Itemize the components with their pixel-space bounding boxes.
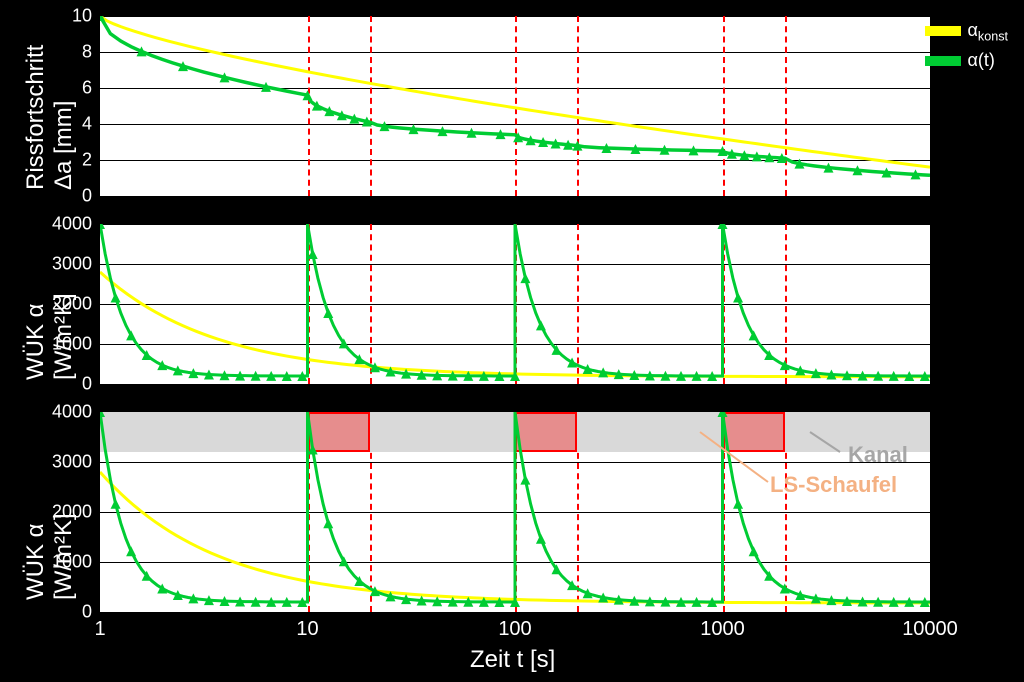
chart-stage: RissfortschrittΔa [mm] WÜK α[W/m²K] WÜK … bbox=[0, 0, 1024, 682]
xtick: 10000 bbox=[902, 618, 958, 641]
xtick: 10 bbox=[296, 618, 318, 641]
ytick: 2 bbox=[4, 150, 92, 171]
ytick: 0 bbox=[4, 602, 92, 623]
ytick: 0 bbox=[4, 186, 92, 207]
ytick: 1000 bbox=[4, 334, 92, 355]
xtick: 1 bbox=[94, 618, 105, 641]
ytick: 3000 bbox=[4, 254, 92, 275]
ytick: 1000 bbox=[4, 552, 92, 573]
ytick: 4 bbox=[4, 114, 92, 135]
xtick: 100 bbox=[498, 618, 531, 641]
ytick: 6 bbox=[4, 78, 92, 99]
ytick: 2000 bbox=[4, 294, 92, 315]
ytick: 2000 bbox=[4, 502, 92, 523]
ytick: 4000 bbox=[4, 214, 92, 235]
ytick: 3000 bbox=[4, 452, 92, 473]
xtick: 1000 bbox=[700, 618, 745, 641]
ytick: 10 bbox=[4, 6, 92, 27]
ytick: 0 bbox=[4, 374, 92, 395]
ytick: 8 bbox=[4, 42, 92, 63]
leader-lines bbox=[0, 0, 1024, 682]
ytick: 4000 bbox=[4, 402, 92, 423]
